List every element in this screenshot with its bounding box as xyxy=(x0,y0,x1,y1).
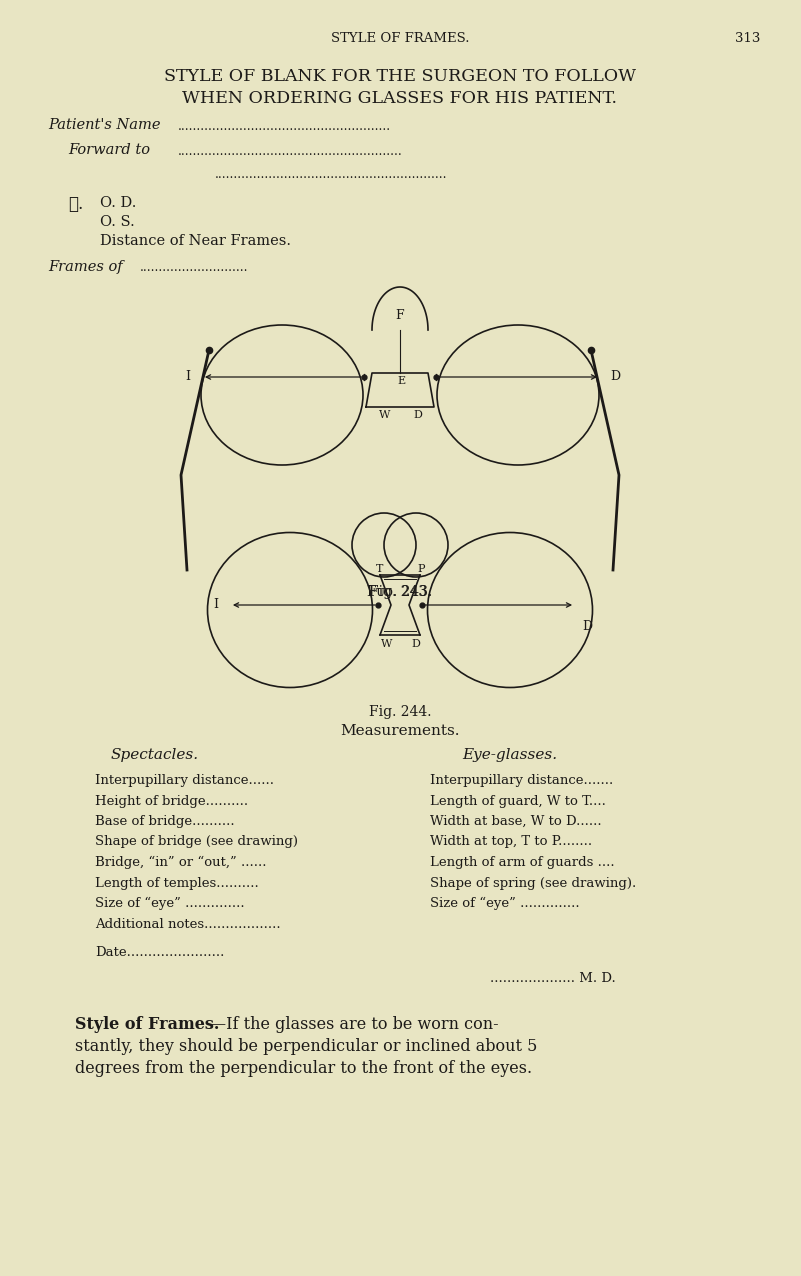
Text: Spectacles.: Spectacles. xyxy=(111,748,199,762)
Text: —If the glasses are to be worn con-: —If the glasses are to be worn con- xyxy=(210,1016,499,1034)
Text: Size of “eye” ..............: Size of “eye” .............. xyxy=(95,897,244,910)
Text: Width at top, T to P........: Width at top, T to P........ xyxy=(430,836,592,849)
Text: Frames of: Frames of xyxy=(48,260,123,274)
Text: Forward to: Forward to xyxy=(68,143,150,157)
Text: Interpupillary distance......: Interpupillary distance...... xyxy=(95,775,274,787)
Text: 313: 313 xyxy=(735,32,760,45)
Text: Size of “eye” ..............: Size of “eye” .............. xyxy=(430,897,580,910)
Text: D: D xyxy=(413,410,422,420)
Text: F: F xyxy=(396,309,405,322)
Text: Fᴜᴏ. 243.: Fᴜᴏ. 243. xyxy=(368,584,433,598)
Text: Patient's Name: Patient's Name xyxy=(48,117,160,131)
Text: I: I xyxy=(185,370,190,384)
Text: ............................: ............................ xyxy=(140,262,248,274)
Text: ℞.: ℞. xyxy=(68,197,83,213)
Text: STYLE OF FRAMES.: STYLE OF FRAMES. xyxy=(331,32,469,45)
Text: stantly, they should be perpendicular or inclined about 5: stantly, they should be perpendicular or… xyxy=(75,1037,537,1055)
Text: D: D xyxy=(412,639,421,649)
Text: Length of guard, W to T....: Length of guard, W to T.... xyxy=(430,795,606,808)
Text: W: W xyxy=(381,639,392,649)
Text: degrees from the perpendicular to the front of the eyes.: degrees from the perpendicular to the fr… xyxy=(75,1060,532,1077)
Text: Additional notes..................: Additional notes.................. xyxy=(95,917,280,930)
Text: Width at base, W to D......: Width at base, W to D...... xyxy=(430,815,602,828)
Text: WHEN ORDERING GLASSES FOR HIS PATIENT.: WHEN ORDERING GLASSES FOR HIS PATIENT. xyxy=(183,91,618,107)
Text: P: P xyxy=(417,564,425,574)
Text: ............................................................: ........................................… xyxy=(215,168,448,181)
Text: Length of arm of guards ....: Length of arm of guards .... xyxy=(430,856,614,869)
Text: Height of bridge..........: Height of bridge.......... xyxy=(95,795,248,808)
Text: W: W xyxy=(380,410,391,420)
Text: STYLE OF BLANK FOR THE SURGEON TO FOLLOW: STYLE OF BLANK FOR THE SURGEON TO FOLLOW xyxy=(164,68,636,85)
Text: .................... M. D.: .................... M. D. xyxy=(490,972,616,985)
Text: Date.......................: Date....................... xyxy=(95,946,224,960)
Text: D: D xyxy=(582,620,592,633)
Text: Bridge, “in” or “out,” ......: Bridge, “in” or “out,” ...... xyxy=(95,856,267,869)
Text: I: I xyxy=(213,598,218,611)
Text: Distance of Near Frames.: Distance of Near Frames. xyxy=(100,234,291,248)
Text: Fig. 243.: Fig. 243. xyxy=(368,584,431,598)
Text: Fig. 244.: Fig. 244. xyxy=(368,706,431,718)
Text: Interpupillary distance.......: Interpupillary distance....... xyxy=(430,775,614,787)
Text: D: D xyxy=(610,370,620,384)
Text: Eye-glasses.: Eye-glasses. xyxy=(462,748,557,762)
Text: Length of temples..........: Length of temples.......... xyxy=(95,877,259,889)
Text: ..........................................................: ........................................… xyxy=(178,145,403,158)
Text: T: T xyxy=(376,564,383,574)
Text: Shape of spring (see drawing).: Shape of spring (see drawing). xyxy=(430,877,636,889)
Text: Base of bridge..........: Base of bridge.......... xyxy=(95,815,235,828)
Text: O. S.: O. S. xyxy=(100,214,135,228)
Text: Measurements.: Measurements. xyxy=(340,723,460,738)
Text: Style of Frames.: Style of Frames. xyxy=(75,1016,219,1034)
Text: .......................................................: ........................................… xyxy=(178,120,391,133)
Text: E: E xyxy=(397,376,405,387)
Text: Shape of bridge (see drawing): Shape of bridge (see drawing) xyxy=(95,836,298,849)
Text: O. D.: O. D. xyxy=(100,197,136,211)
